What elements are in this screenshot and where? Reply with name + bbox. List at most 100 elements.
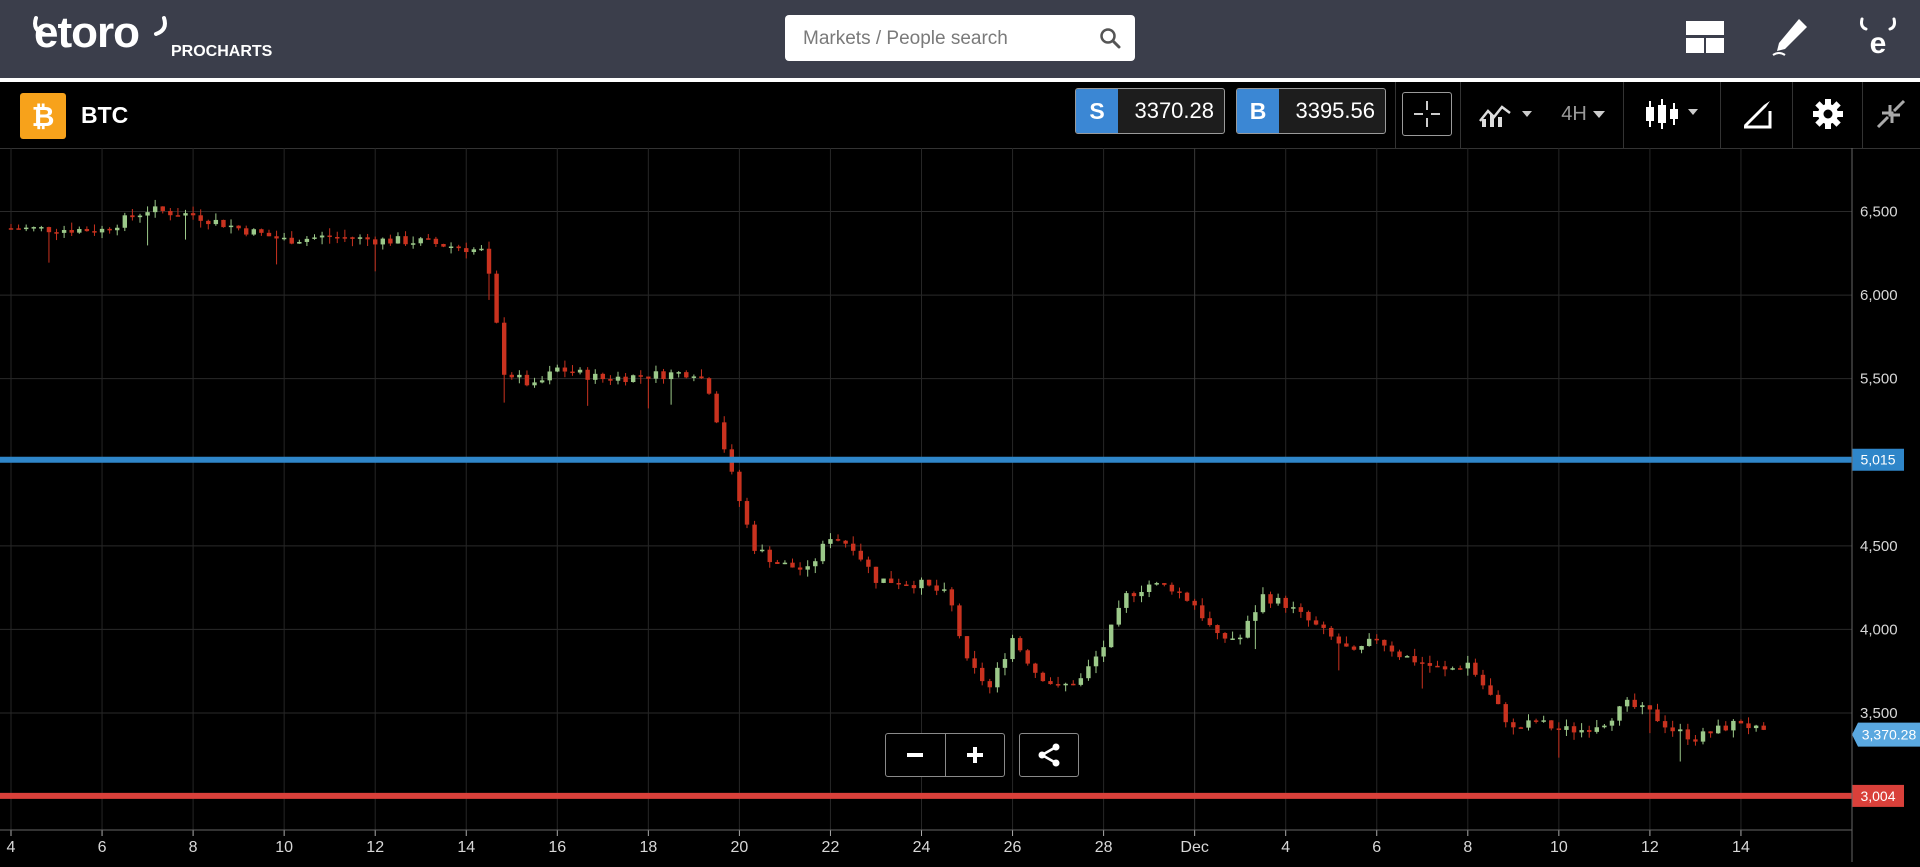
candle-up [380,238,385,245]
buy-tag: B [1237,89,1279,133]
price-chart[interactable]: 5,015 3,004 3,370.28 6,500 6,000 5,500 4,500 4… [0,148,1920,862]
x-tick-label: 28 [1095,839,1113,856]
candle-up [145,212,150,216]
zoom-out-button[interactable] [886,734,945,776]
candle-down [1738,720,1744,724]
candle-down [206,220,211,225]
share-button[interactable] [1019,733,1079,777]
sell-button[interactable]: S 3370.28 [1075,88,1225,134]
indicators-button[interactable] [1472,92,1542,136]
etoro-logo[interactable] [30,12,170,62]
candle-down [1162,583,1167,585]
candle-down [737,471,742,502]
candle-down [585,369,590,380]
candle-down [1071,683,1076,686]
candle-down [69,230,74,233]
collapse-button[interactable] [1868,92,1914,136]
layout-icon[interactable] [1683,15,1727,59]
candle-up [547,371,552,381]
pencil-icon[interactable] [1769,15,1813,59]
candle-down [1397,651,1402,658]
instrument-symbol: BTC [81,102,129,128]
candle-down [1746,723,1751,729]
candle-down [464,248,469,253]
candle-down [259,229,264,233]
candle-up [919,579,924,589]
candle-up [1078,678,1084,685]
crosshair-icon [1414,101,1440,127]
candle-up [1624,699,1630,707]
chevron-down-icon [1688,109,1698,115]
candle-up [1101,647,1106,657]
x-tick-label: 4 [7,839,16,856]
candle-down [744,501,750,525]
candle-up [805,566,810,570]
candle-down [1655,709,1660,722]
candle-up [1010,638,1015,660]
candle-down [1632,699,1637,708]
candle-down [790,562,795,568]
candle-down [1458,668,1463,670]
candle-down [1055,684,1061,686]
candle-down [221,219,226,228]
zoom-in-button[interactable] [946,734,1005,776]
candle-down [456,246,461,249]
candle-up [395,236,401,244]
candle-down [403,236,408,245]
y-tick-label: 4,500 [1860,538,1898,555]
candle-down [987,681,992,688]
search-icon[interactable] [1099,27,1121,49]
settings-button[interactable] [1800,92,1856,136]
price-level-label: 3,004 [1860,788,1895,804]
candle-down [964,636,970,659]
chart-type-button[interactable] [1640,92,1706,136]
candle-down [1177,591,1182,593]
candle-down [190,213,196,216]
candlestick-chart[interactable]: 5,015 3,004 3,370.28 6,500 6,000 5,500 4,500 4… [0,148,1920,862]
candle-down [1040,672,1046,682]
drawing-tools-button[interactable] [1728,92,1786,136]
x-tick-label: 14 [457,839,475,856]
timeframe-dropdown[interactable]: 4H [1556,92,1612,136]
candle-down [1533,720,1539,722]
candle-down [866,559,871,567]
candle-down [1222,633,1228,639]
candle-down [160,206,165,211]
candle-up [1063,683,1068,686]
candle-up [1753,725,1759,729]
candle-down [198,215,203,221]
buy-button[interactable]: B 3395.56 [1236,88,1386,134]
toolbar-divider [1862,82,1863,148]
candle-up [1609,720,1615,726]
price-level-label: 5,015 [1860,452,1895,468]
candle-down [1549,720,1554,729]
zoom-divider [944,734,946,776]
candle-up [122,215,128,228]
candle-down [1488,685,1493,695]
candle-up [304,238,310,242]
etoro-e-icon[interactable]: e [1856,15,1900,59]
candle-down [1389,645,1395,652]
candle-up [357,237,363,239]
x-tick-label: 12 [1641,839,1659,856]
timeframe-label: 4H [1561,102,1587,125]
candle-up [828,539,833,544]
candle-up [1002,659,1008,668]
procharts-label: PROCHARTS [171,43,273,60]
x-tick-label: 24 [913,839,931,856]
candle-down [388,238,393,244]
search-box[interactable] [785,15,1135,63]
crosshair-button[interactable] [1402,92,1452,136]
price-level-badge [1852,448,1904,471]
share-icon [1038,743,1060,767]
candle-down [509,374,514,378]
candle-down [130,215,135,218]
x-tick-label: 6 [98,839,107,856]
candle-up [539,380,545,383]
candle-up [630,375,636,383]
candle-down [835,539,841,541]
candle-up [532,382,537,386]
bitcoin-icon: ₿ [20,93,66,139]
candle-down [661,371,666,380]
search-input[interactable] [801,15,1095,63]
